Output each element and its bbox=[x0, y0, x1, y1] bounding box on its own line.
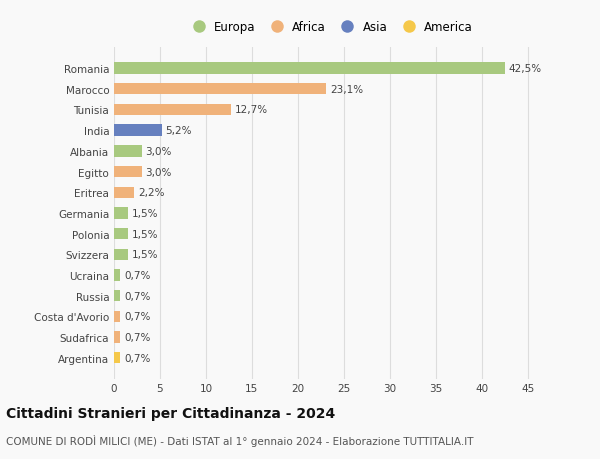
Text: 0,7%: 0,7% bbox=[124, 312, 151, 322]
Text: COMUNE DI RODÌ MILICI (ME) - Dati ISTAT al 1° gennaio 2024 - Elaborazione TUTTIT: COMUNE DI RODÌ MILICI (ME) - Dati ISTAT … bbox=[6, 434, 473, 446]
Text: 2,2%: 2,2% bbox=[138, 188, 164, 198]
Text: 12,7%: 12,7% bbox=[235, 105, 268, 115]
Bar bbox=[114, 63, 505, 74]
Bar bbox=[114, 249, 128, 260]
Text: 3,0%: 3,0% bbox=[145, 146, 172, 157]
Text: 1,5%: 1,5% bbox=[131, 250, 158, 260]
Bar bbox=[114, 291, 121, 302]
Bar bbox=[114, 146, 142, 157]
Bar bbox=[114, 187, 134, 198]
Text: 0,7%: 0,7% bbox=[124, 353, 151, 363]
Bar bbox=[114, 105, 231, 116]
Bar bbox=[114, 125, 162, 136]
Text: 0,7%: 0,7% bbox=[124, 291, 151, 301]
Bar bbox=[114, 353, 121, 364]
Bar bbox=[114, 229, 128, 240]
Text: 0,7%: 0,7% bbox=[124, 332, 151, 342]
Bar bbox=[114, 270, 121, 281]
Bar bbox=[114, 208, 128, 219]
Text: 42,5%: 42,5% bbox=[508, 64, 541, 74]
Text: 5,2%: 5,2% bbox=[166, 126, 192, 136]
Bar bbox=[114, 167, 142, 178]
Text: 1,5%: 1,5% bbox=[131, 229, 158, 239]
Bar bbox=[114, 84, 326, 95]
Text: 23,1%: 23,1% bbox=[330, 84, 363, 95]
Bar bbox=[114, 311, 121, 322]
Legend: Europa, Africa, Asia, America: Europa, Africa, Asia, America bbox=[187, 21, 473, 34]
Text: 0,7%: 0,7% bbox=[124, 270, 151, 280]
Text: Cittadini Stranieri per Cittadinanza - 2024: Cittadini Stranieri per Cittadinanza - 2… bbox=[6, 406, 335, 420]
Text: 1,5%: 1,5% bbox=[131, 208, 158, 218]
Bar bbox=[114, 332, 121, 343]
Text: 3,0%: 3,0% bbox=[145, 167, 172, 177]
